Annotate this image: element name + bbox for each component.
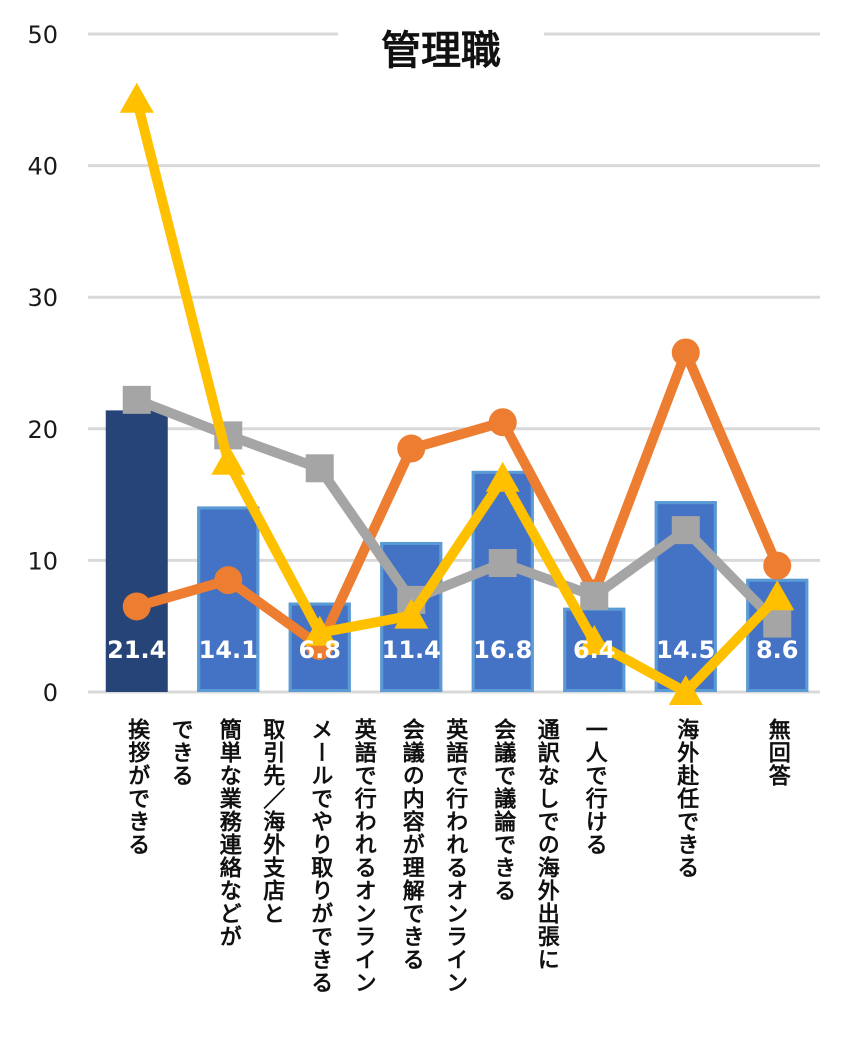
x-category-label-2-1: 取引先／海外支店と [259, 718, 285, 925]
x-category-label-2-0: メールでやり取りができる [307, 718, 333, 994]
marker-circle-1 [214, 566, 243, 595]
marker-circle-7 [763, 551, 792, 580]
marker-square-4 [488, 549, 517, 578]
bar-data-label-1: 14.1 [199, 636, 258, 664]
x-category-label-5-0: 一人で行ける [582, 718, 609, 856]
marker-square-2 [305, 454, 334, 483]
bar-data-label-7: 8.6 [756, 636, 799, 664]
bar-data-label-6: 14.5 [656, 636, 715, 664]
marker-triangle-1 [211, 444, 246, 475]
marker-triangle-0 [119, 82, 154, 113]
marker-square-5 [580, 581, 609, 610]
marker-circle-0 [122, 592, 151, 621]
x-category-label-6-0: 海外赴任できる [673, 717, 700, 879]
x-category-label-7-0: 無回答 [765, 717, 791, 787]
y-tick-label: 40 [27, 153, 58, 181]
bar-data-label-2: 6.8 [298, 636, 341, 664]
x-category-label-5-1: 通訳なしでの海外出張に [534, 718, 560, 971]
y-tick-label: 0 [43, 679, 58, 707]
bar-outline-2 [288, 602, 351, 693]
marker-square-7 [763, 609, 792, 638]
x-category-label-4-0: 会議で議論できる [490, 717, 516, 902]
bar-data-label-3: 11.4 [382, 636, 441, 664]
marker-triangle-2 [302, 615, 337, 646]
marker-circle-3 [397, 434, 426, 463]
bar-data-label-4: 16.8 [473, 636, 532, 664]
marker-circle-4 [488, 408, 517, 437]
x-category-label-3-0: 会議の内容が理解できる [399, 717, 425, 971]
y-tick-label: 10 [27, 547, 58, 575]
series-line-square [131, 394, 783, 629]
y-tick-label: 30 [27, 284, 58, 312]
series-line-circle [131, 347, 783, 651]
marker-triangle-3 [394, 598, 429, 629]
title-background [338, 12, 544, 76]
marker-triangle-7 [760, 580, 795, 611]
bar-0 [105, 410, 168, 692]
x-category-label-3-1: 英語で行われるオンライン [351, 718, 378, 994]
x-category-label-0-0: 挨拶ができる [124, 717, 150, 856]
y-tick-label: 50 [27, 21, 58, 49]
x-category-label-4-1: 英語で行われるオンライン [442, 718, 469, 994]
marker-square-0 [122, 385, 151, 414]
series-line-triangle [131, 94, 783, 697]
bar-data-label-0: 21.4 [107, 636, 166, 664]
marker-triangle-5 [577, 624, 612, 655]
x-category-label-1-1: できる [168, 718, 193, 787]
x-category-label-1-0: 簡単な業務連絡などが [216, 717, 242, 948]
bar-data-label-5: 6.4 [573, 636, 616, 664]
chart-title: 管理職 [381, 28, 501, 74]
marker-triangle-4 [485, 461, 520, 492]
marker-square-6 [671, 516, 700, 545]
marker-triangle-6 [668, 675, 703, 705]
marker-circle-6 [671, 338, 700, 367]
y-tick-label: 20 [27, 416, 58, 444]
